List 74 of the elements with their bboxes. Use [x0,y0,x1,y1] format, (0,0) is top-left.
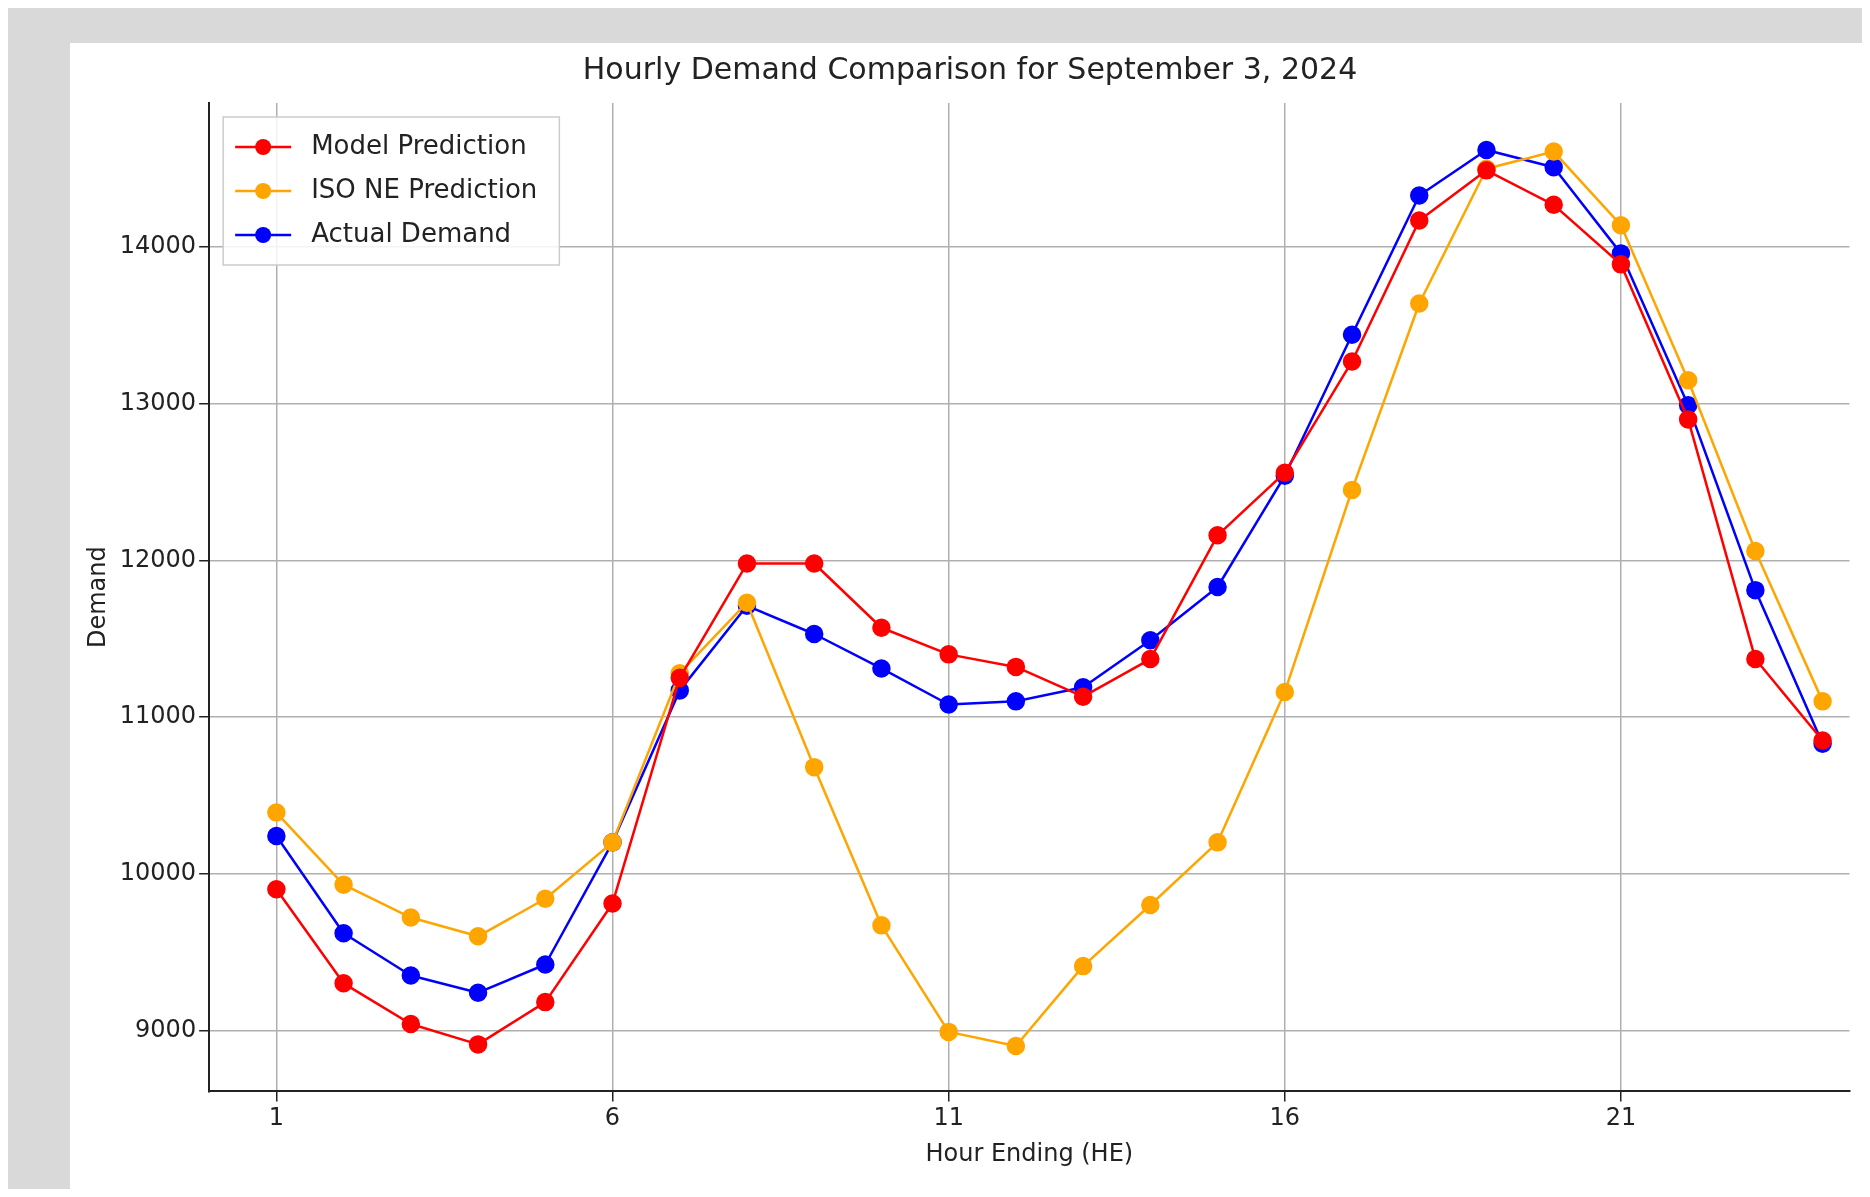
point [1208,577,1227,597]
x-tick-label: 16 [1269,1103,1301,1132]
y-tick-label: 12000 [119,544,197,573]
point [1611,215,1631,235]
point [468,1035,488,1054]
point [267,880,286,899]
point [1746,649,1765,669]
point [1141,649,1160,669]
point [939,1022,958,1042]
point [804,624,824,644]
point [1342,325,1362,345]
chart-title: Hourly Demand Comparison for September 3, 2024 [582,50,1358,86]
point [334,875,353,894]
y-tick-label: 9000 [135,1014,197,1043]
point [1006,657,1026,677]
point [1409,186,1429,205]
y-tick-label: 13000 [119,387,197,416]
legend-label: Model Prediction [311,129,527,160]
point [1746,580,1765,600]
y-axis-title: Demand [82,546,111,649]
point [267,803,286,822]
point [1006,692,1026,711]
point [334,974,353,993]
point [804,757,824,777]
point [1073,956,1093,976]
point [1342,480,1362,500]
point [670,668,689,688]
point [468,983,488,1002]
point [603,894,622,913]
point [401,1014,421,1034]
point [804,554,824,573]
point [1544,142,1563,161]
point [939,645,958,664]
point [1611,255,1631,274]
x-tick-label: 21 [1605,1103,1637,1132]
point [1813,692,1832,711]
point [1544,157,1563,177]
y-tick-label: 14000 [119,231,197,260]
point [872,659,891,678]
point [1678,410,1698,429]
point [536,955,555,974]
legend-label: Actual Demand [311,217,512,248]
point [401,966,421,985]
point [1006,1036,1026,1056]
x-axis-title: Hour Ending (HE) [925,1138,1134,1167]
point [1073,687,1093,706]
point [468,927,488,946]
x-tick-label: 1 [268,1103,285,1132]
point [1746,541,1765,561]
point [1208,526,1227,545]
point [1477,140,1496,160]
point [872,618,891,637]
point [1141,631,1160,650]
x-tick-label: 11 [933,1103,964,1132]
y-tick-label: 10000 [119,857,197,886]
point [737,554,757,573]
point [1208,833,1227,852]
point [1275,682,1295,702]
point [1409,294,1429,313]
point [267,826,286,846]
point [1342,352,1362,371]
point [939,695,958,714]
point [334,923,353,943]
point [401,908,421,927]
point [1409,211,1429,230]
legend-label: ISO NE Prediction [311,173,538,204]
point [1544,195,1563,215]
point [536,992,555,1012]
y-tick-label: 11000 [119,701,197,730]
point [1141,895,1160,915]
point [536,889,555,908]
x-tick-label: 6 [604,1103,621,1132]
point [1678,371,1698,390]
point [872,916,891,935]
